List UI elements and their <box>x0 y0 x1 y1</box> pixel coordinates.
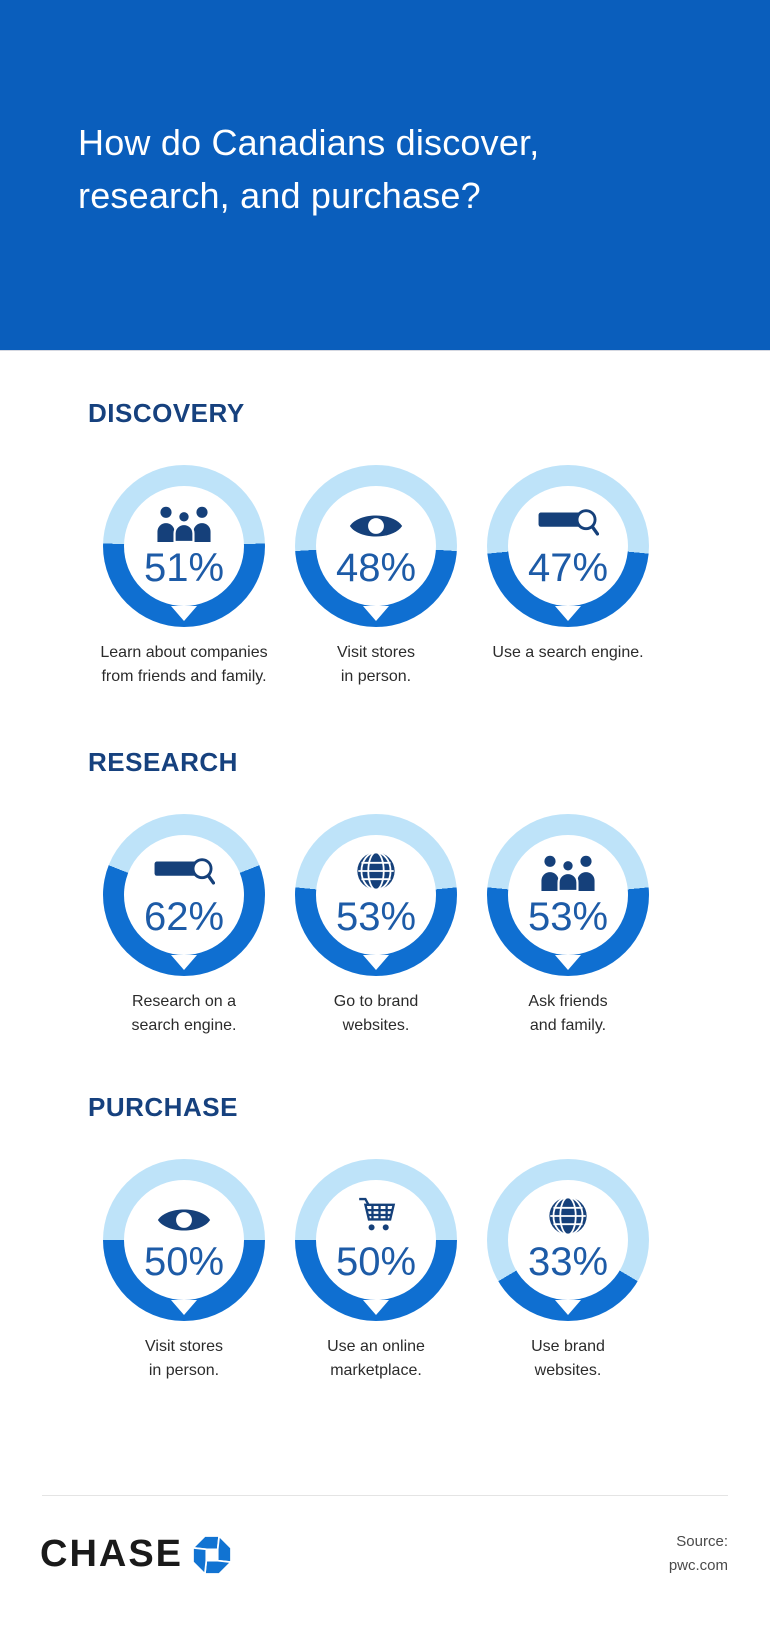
page-title-line1: How do Canadians discover, <box>78 122 540 163</box>
stat-card: 50% Visit stores in person. <box>88 1159 280 1383</box>
donut-chart: 53% <box>487 814 649 976</box>
section-research: RESEARCH 62% Research on a search engine… <box>88 747 770 1038</box>
source-attribution: Source: pwc.com <box>669 1530 728 1578</box>
percent-value: 53% <box>335 895 417 939</box>
people-icon <box>157 502 211 542</box>
section-purchase: PURCHASE 50% Visit stores in person. <box>88 1092 770 1383</box>
stat-label: Use brand websites. <box>531 1338 605 1379</box>
stat-row: 62% Research on a search engine. 53% <box>88 814 664 1038</box>
donut-chart: 33% <box>487 1159 649 1321</box>
cart-icon <box>353 1196 399 1236</box>
stat-card: 47% Use a search engine. <box>472 465 664 689</box>
donut-tail <box>363 606 389 621</box>
header-banner: How do Canadians discover, research, and… <box>0 0 770 350</box>
donut-hole: 33% <box>508 1180 628 1300</box>
globe-icon <box>356 851 396 891</box>
section-heading: PURCHASE <box>88 1092 238 1122</box>
stat-label: Go to brand websites. <box>333 993 419 1034</box>
percent-value: 48% <box>335 546 417 590</box>
section-discovery: DISCOVERY 51% Learn about companies from… <box>88 398 770 689</box>
search-icon <box>537 502 599 542</box>
donut-hole: 62% <box>124 835 244 955</box>
donut-hole: 48% <box>316 486 436 606</box>
section-heading: DISCOVERY <box>88 398 245 428</box>
stat-card: 48% Visit stores in person. <box>280 465 472 689</box>
percent-value: 51% <box>143 546 225 590</box>
donut-tail <box>555 955 581 970</box>
footer: CHASE Source: pwc.com <box>0 1496 770 1578</box>
stat-label: Research on a search engine. <box>131 993 237 1034</box>
percent-value: 53% <box>527 895 609 939</box>
donut-tail <box>171 1300 197 1315</box>
stat-card: 51% Learn about companies from friends a… <box>88 465 280 689</box>
stat-card: 50% Use an online marketplace. <box>280 1159 472 1383</box>
footer-divider <box>42 1495 728 1496</box>
percent-value: 50% <box>143 1240 225 1284</box>
donut-chart: 50% <box>103 1159 265 1321</box>
donut-hole: 53% <box>508 835 628 955</box>
chase-octagon-icon <box>193 1536 231 1574</box>
chase-logo: CHASE <box>40 1533 231 1576</box>
donut-chart: 48% <box>295 465 457 627</box>
donut-tail <box>171 606 197 621</box>
stat-card: 53% Ask friends and family. <box>472 814 664 1038</box>
chase-wordmark: CHASE <box>40 1532 184 1575</box>
donut-tail <box>555 1300 581 1315</box>
donut-chart: 50% <box>295 1159 457 1321</box>
stat-label: Use a search engine. <box>492 644 644 661</box>
section-heading: RESEARCH <box>88 747 238 777</box>
donut-chart: 62% <box>103 814 265 976</box>
globe-icon <box>548 1196 588 1236</box>
people-icon <box>541 851 595 891</box>
donut-tail <box>171 955 197 970</box>
stat-card: 33% Use brand websites. <box>472 1159 664 1383</box>
stat-label: Visit stores in person. <box>337 644 415 685</box>
stat-card: 62% Research on a search engine. <box>88 814 280 1038</box>
donut-hole: 53% <box>316 835 436 955</box>
percent-value: 47% <box>527 546 609 590</box>
stat-label: Visit stores in person. <box>145 1338 223 1379</box>
percent-value: 62% <box>143 895 225 939</box>
donut-chart: 51% <box>103 465 265 627</box>
percent-value: 50% <box>335 1240 417 1284</box>
source-value: pwc.com <box>668 1557 728 1574</box>
stat-row: 51% Learn about companies from friends a… <box>88 465 664 689</box>
stat-label: Learn about companies from friends and f… <box>100 644 268 685</box>
content-area: DISCOVERY 51% Learn about companies from… <box>0 398 770 1383</box>
donut-hole: 50% <box>316 1180 436 1300</box>
search-icon <box>153 851 215 891</box>
donut-tail <box>555 606 581 621</box>
eye-icon <box>156 1196 212 1236</box>
stat-card: 53% Go to brand websites. <box>280 814 472 1038</box>
donut-hole: 51% <box>124 486 244 606</box>
donut-chart: 53% <box>295 814 457 976</box>
stat-label: Use an online marketplace. <box>327 1338 425 1379</box>
stat-label: Ask friends and family. <box>528 993 608 1034</box>
stat-row: 50% Visit stores in person. 50% <box>88 1159 664 1383</box>
eye-icon <box>348 502 404 542</box>
page-title-line2: research, and purchase? <box>78 175 481 216</box>
donut-tail <box>363 1300 389 1315</box>
source-label: Source: <box>676 1533 728 1550</box>
donut-chart: 47% <box>487 465 649 627</box>
donut-tail <box>363 955 389 970</box>
donut-hole: 47% <box>508 486 628 606</box>
page-title: How do Canadians discover, research, and… <box>78 116 710 222</box>
percent-value: 33% <box>527 1240 609 1284</box>
donut-hole: 50% <box>124 1180 244 1300</box>
